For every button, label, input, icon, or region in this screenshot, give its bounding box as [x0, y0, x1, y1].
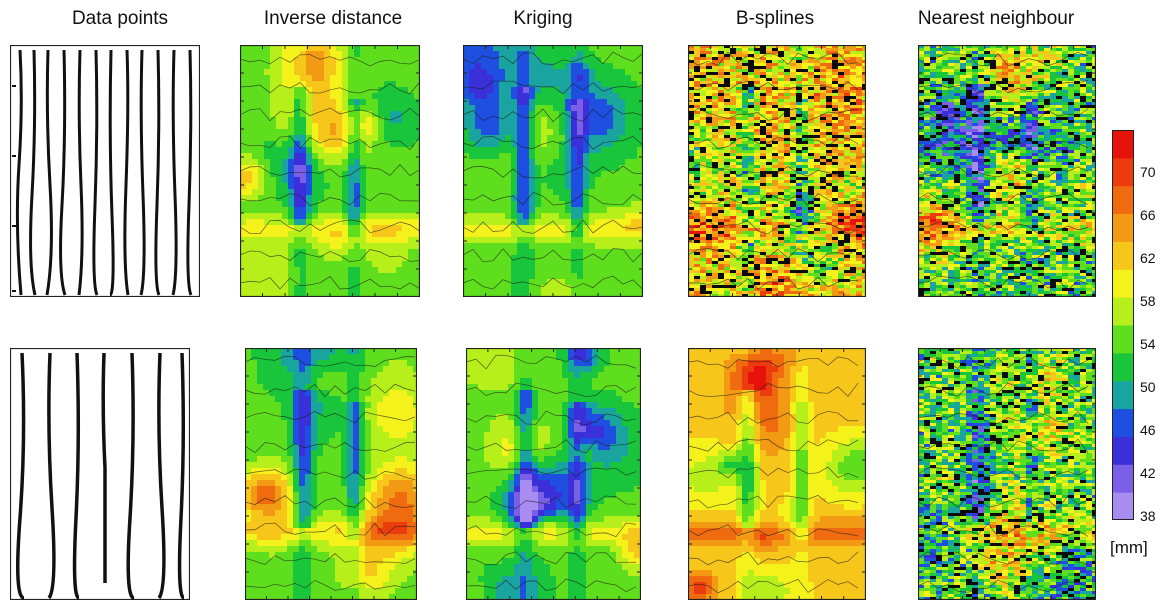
colorbar-tick: 42 — [1140, 465, 1156, 481]
title-nearest-neighbour: Nearest neighbour — [917, 8, 1075, 29]
colorbar-tick: 66 — [1140, 207, 1156, 223]
inverse-distance-map-bottom — [245, 348, 417, 600]
colorbar-tick: 50 — [1140, 379, 1156, 395]
nearest-neighbour-map-top — [918, 45, 1096, 297]
colorbar-unit: [mm] — [1110, 538, 1148, 557]
data-points-panel-top — [10, 45, 200, 297]
colorbar-tick: 54 — [1140, 336, 1156, 352]
b-splines-map-top — [688, 45, 866, 297]
title-kriging: Kriging — [513, 8, 573, 29]
colorbar-tick: 70 — [1140, 164, 1156, 180]
colorbar — [1112, 130, 1134, 521]
colorbar-tick: 58 — [1140, 293, 1156, 309]
title-data-points: Data points — [71, 8, 169, 29]
colorbar-tick: 62 — [1140, 250, 1156, 266]
data-points-panel-bottom — [10, 348, 190, 600]
title-b-splines: B-splines — [735, 8, 815, 29]
kriging-map-top — [463, 45, 643, 297]
kriging-map-bottom — [466, 348, 641, 600]
b-splines-map-bottom — [688, 348, 866, 600]
nearest-neighbour-map-bottom — [918, 348, 1096, 600]
colorbar-tick: 38 — [1140, 508, 1156, 524]
inverse-distance-map-top — [240, 45, 420, 297]
title-inverse-distance: Inverse distance — [263, 8, 403, 29]
colorbar-tick: 46 — [1140, 422, 1156, 438]
